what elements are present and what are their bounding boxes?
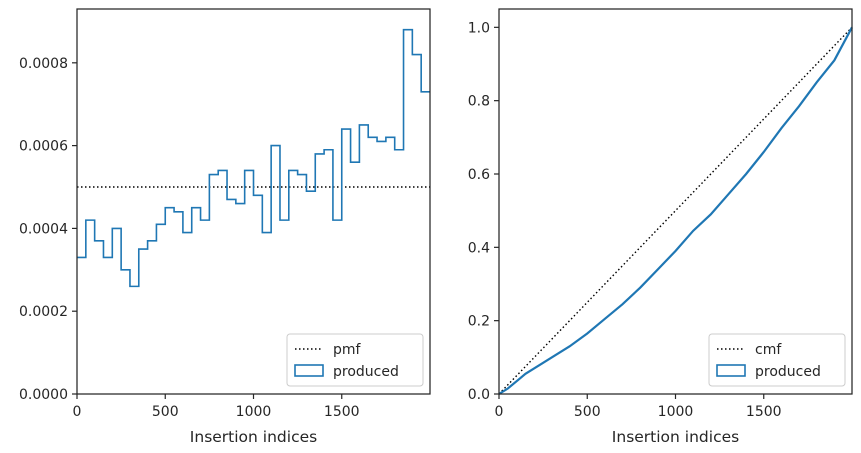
x-tick-label: 1000: [236, 404, 272, 420]
y-tick-label: 0.0008: [19, 56, 68, 72]
y-tick-label: 0.0000: [19, 387, 68, 403]
y-tick-label: 0.0006: [19, 139, 68, 155]
y-tick-label: 0.0004: [19, 221, 68, 237]
x-axis-label: Insertion indices: [612, 428, 739, 446]
legend-box: [708, 333, 846, 387]
chart-panel-1: 0 500 1000 1500 0.0000 0.0002 0.0004 0.0006 0.00…: [19, 8, 431, 446]
x-tick-label: 0: [73, 404, 82, 420]
y-tick-label: 0.2: [468, 314, 490, 330]
legend-label-produced: produced: [755, 364, 821, 380]
legend-box: [286, 333, 424, 387]
y-tick-label: 1.0: [468, 20, 490, 36]
chart-panel-2: 0 500 1000 1500 0.0 0.2 0.4 0.6 0.8 1.0 Insertion …: [468, 8, 853, 446]
x-tick-label: 0: [495, 404, 504, 420]
y-tick-label: 0.4: [468, 240, 490, 256]
x-tick-label: 1500: [324, 404, 360, 420]
legend-label-produced: produced: [333, 364, 399, 380]
legend-label-pmf: pmf: [333, 342, 362, 358]
x-tick-label: 500: [152, 404, 179, 420]
x-tick-label: 1000: [658, 404, 694, 420]
series-produced-line: [77, 28, 430, 288]
y-tick-label: 0.0: [468, 387, 490, 403]
x-tick-label: 500: [574, 404, 601, 420]
x-tick-label: 1500: [746, 404, 782, 420]
legend-label-cmf: cmf: [755, 342, 782, 358]
series-produced-line: [498, 26, 853, 395]
x-axis-label: Insertion indices: [190, 428, 317, 446]
legend: pmf produced: [286, 333, 424, 387]
legend-swatch-produced: [716, 364, 746, 377]
y-tick-label: 0.0002: [19, 304, 68, 320]
legend-swatch-produced: [294, 364, 324, 377]
series-cmf-line: [498, 26, 853, 395]
y-tick-label: 0.8: [468, 94, 490, 110]
y-tick-label: 0.6: [468, 167, 490, 183]
legend: cmf produced: [708, 333, 846, 387]
